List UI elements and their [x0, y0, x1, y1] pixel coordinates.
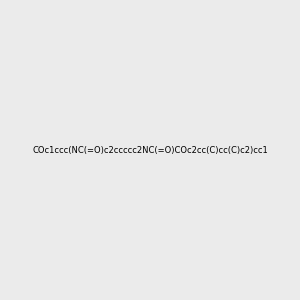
- Text: COc1ccc(NC(=O)c2ccccc2NC(=O)COc2cc(C)cc(C)c2)cc1: COc1ccc(NC(=O)c2ccccc2NC(=O)COc2cc(C)cc(…: [32, 146, 268, 154]
